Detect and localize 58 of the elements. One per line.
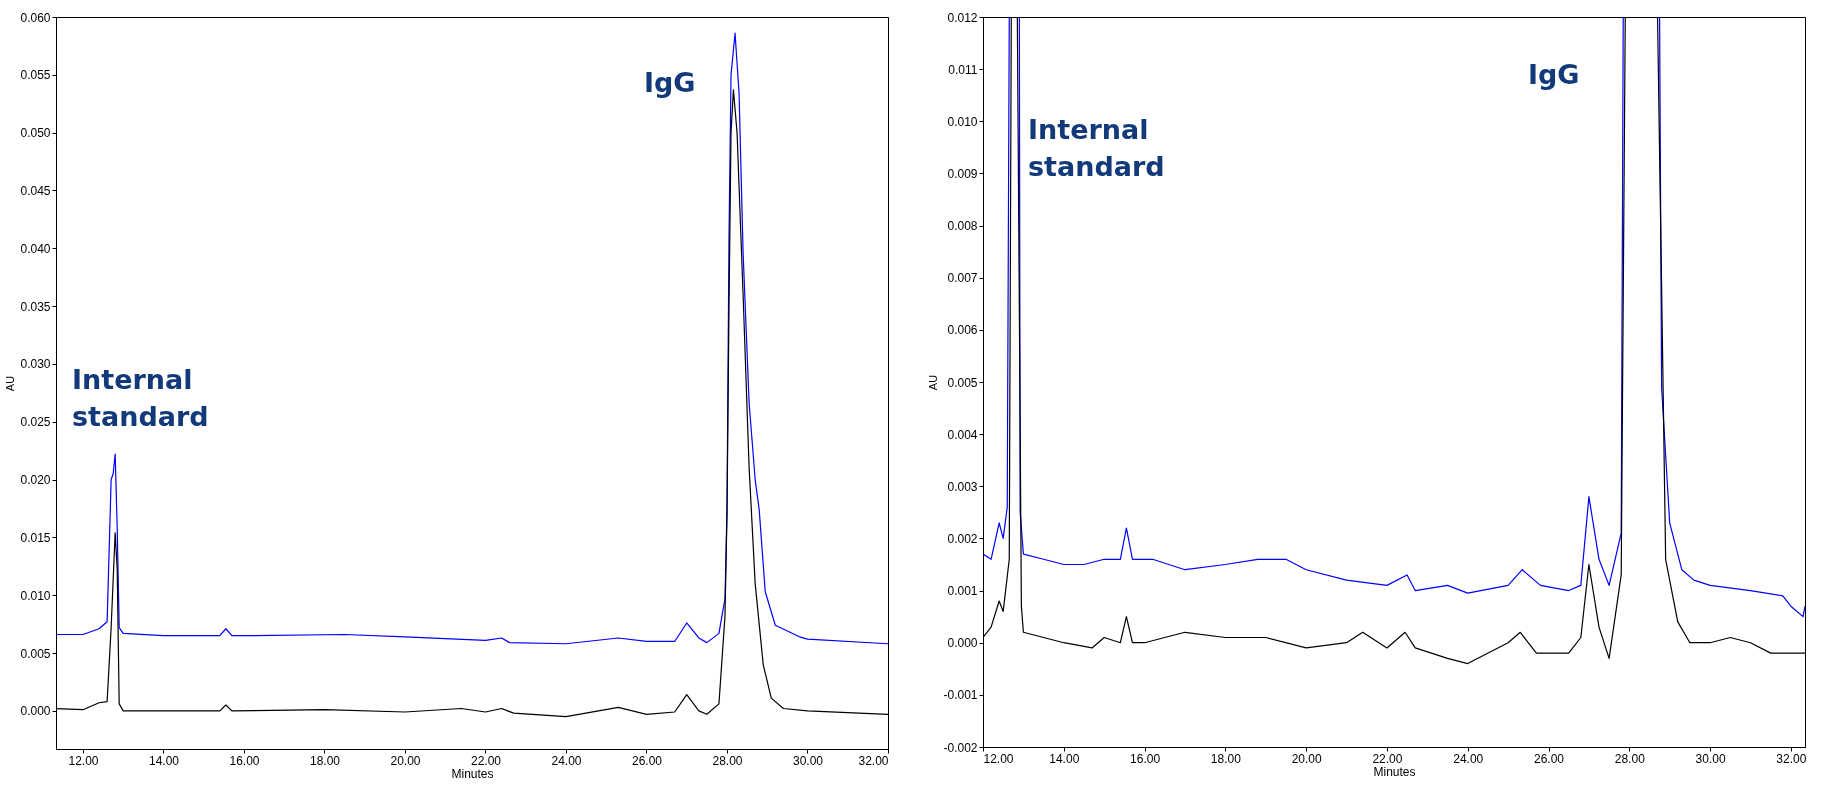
y-tick-label: 0.005 xyxy=(947,375,978,390)
x-tick-label: 14.00 xyxy=(148,753,180,768)
y-tick-label: 0.010 xyxy=(947,114,978,129)
x-tick-label: 20.00 xyxy=(1291,751,1322,766)
y-tick-label: -0.002 xyxy=(943,740,978,755)
y-tick-label: 0.035 xyxy=(20,299,51,314)
x-axis-title: Minutes xyxy=(451,766,494,781)
x-tick-label: 26.00 xyxy=(1533,751,1565,766)
x-tick-label: 26.00 xyxy=(631,753,663,768)
annotation: IgG xyxy=(644,67,696,98)
y-axis-title: AU xyxy=(4,375,17,392)
y-tick-label: 0.008 xyxy=(947,219,978,234)
y-tick-label: 0.009 xyxy=(947,166,978,181)
y-tick-label: 0.060 xyxy=(20,10,51,25)
y-tick-label: 0.000 xyxy=(20,704,51,719)
x-tick-label: 16.00 xyxy=(229,753,260,768)
x-tick-label: 20.00 xyxy=(390,753,421,768)
y-axis-title: AU xyxy=(927,374,940,391)
x-tick-label: 14.00 xyxy=(1049,751,1080,766)
y-tick-label: 0.001 xyxy=(947,584,978,599)
y-tick-label: 0.055 xyxy=(20,68,51,83)
x-tick-label: 18.00 xyxy=(1210,751,1242,766)
x-tick-label: 30.00 xyxy=(792,753,824,768)
x-tick-label: 30.00 xyxy=(1695,751,1726,766)
y-tick-label: 0.030 xyxy=(20,357,51,372)
y-tick-label: 0.000 xyxy=(947,636,978,651)
x-tick-label: 16.00 xyxy=(1130,751,1161,766)
x-tick-label: 32.00 xyxy=(1776,751,1807,766)
y-tick-label: 0.007 xyxy=(947,271,978,286)
y-tick-label: 0.040 xyxy=(20,241,51,256)
x-tick-label: 32.00 xyxy=(858,753,889,768)
y-tick-label: 0.005 xyxy=(20,646,51,661)
y-tick-label: 0.025 xyxy=(20,415,51,430)
y-tick-label: 0.003 xyxy=(947,479,978,494)
x-tick-label: 24.00 xyxy=(551,753,582,768)
x-tick-label: 22.00 xyxy=(1372,751,1403,766)
y-tick-label: 0.050 xyxy=(20,126,51,141)
y-tick-label: 0.010 xyxy=(20,588,51,603)
y-tick-label: 0.045 xyxy=(20,183,51,198)
y-tick-label: 0.011 xyxy=(948,62,978,77)
y-tick-label: 0.012 xyxy=(947,10,978,25)
x-tick-label: 18.00 xyxy=(309,753,341,768)
y-tick-label: 0.015 xyxy=(20,530,51,545)
x-tick-label: 24.00 xyxy=(1453,751,1484,766)
x-tick-label: 28.00 xyxy=(1614,751,1646,766)
y-tick-label: 0.004 xyxy=(947,427,978,442)
x-axis-title: Minutes xyxy=(1373,764,1416,779)
annotation: Internal standard xyxy=(1028,114,1165,182)
x-tick-label: 28.00 xyxy=(712,753,743,768)
y-tick-label: 0.020 xyxy=(20,473,51,488)
annotation: Internal standard xyxy=(72,364,209,432)
x-tick-label: 12.00 xyxy=(68,753,99,768)
x-tick-label: 22.00 xyxy=(470,753,502,768)
y-tick-label: 0.002 xyxy=(947,531,978,546)
x-tick-label: 12.00 xyxy=(983,751,1014,766)
y-tick-label: -0.001 xyxy=(943,688,978,703)
annotation: IgG xyxy=(1528,59,1580,90)
y-tick-label: 0.006 xyxy=(947,323,978,338)
